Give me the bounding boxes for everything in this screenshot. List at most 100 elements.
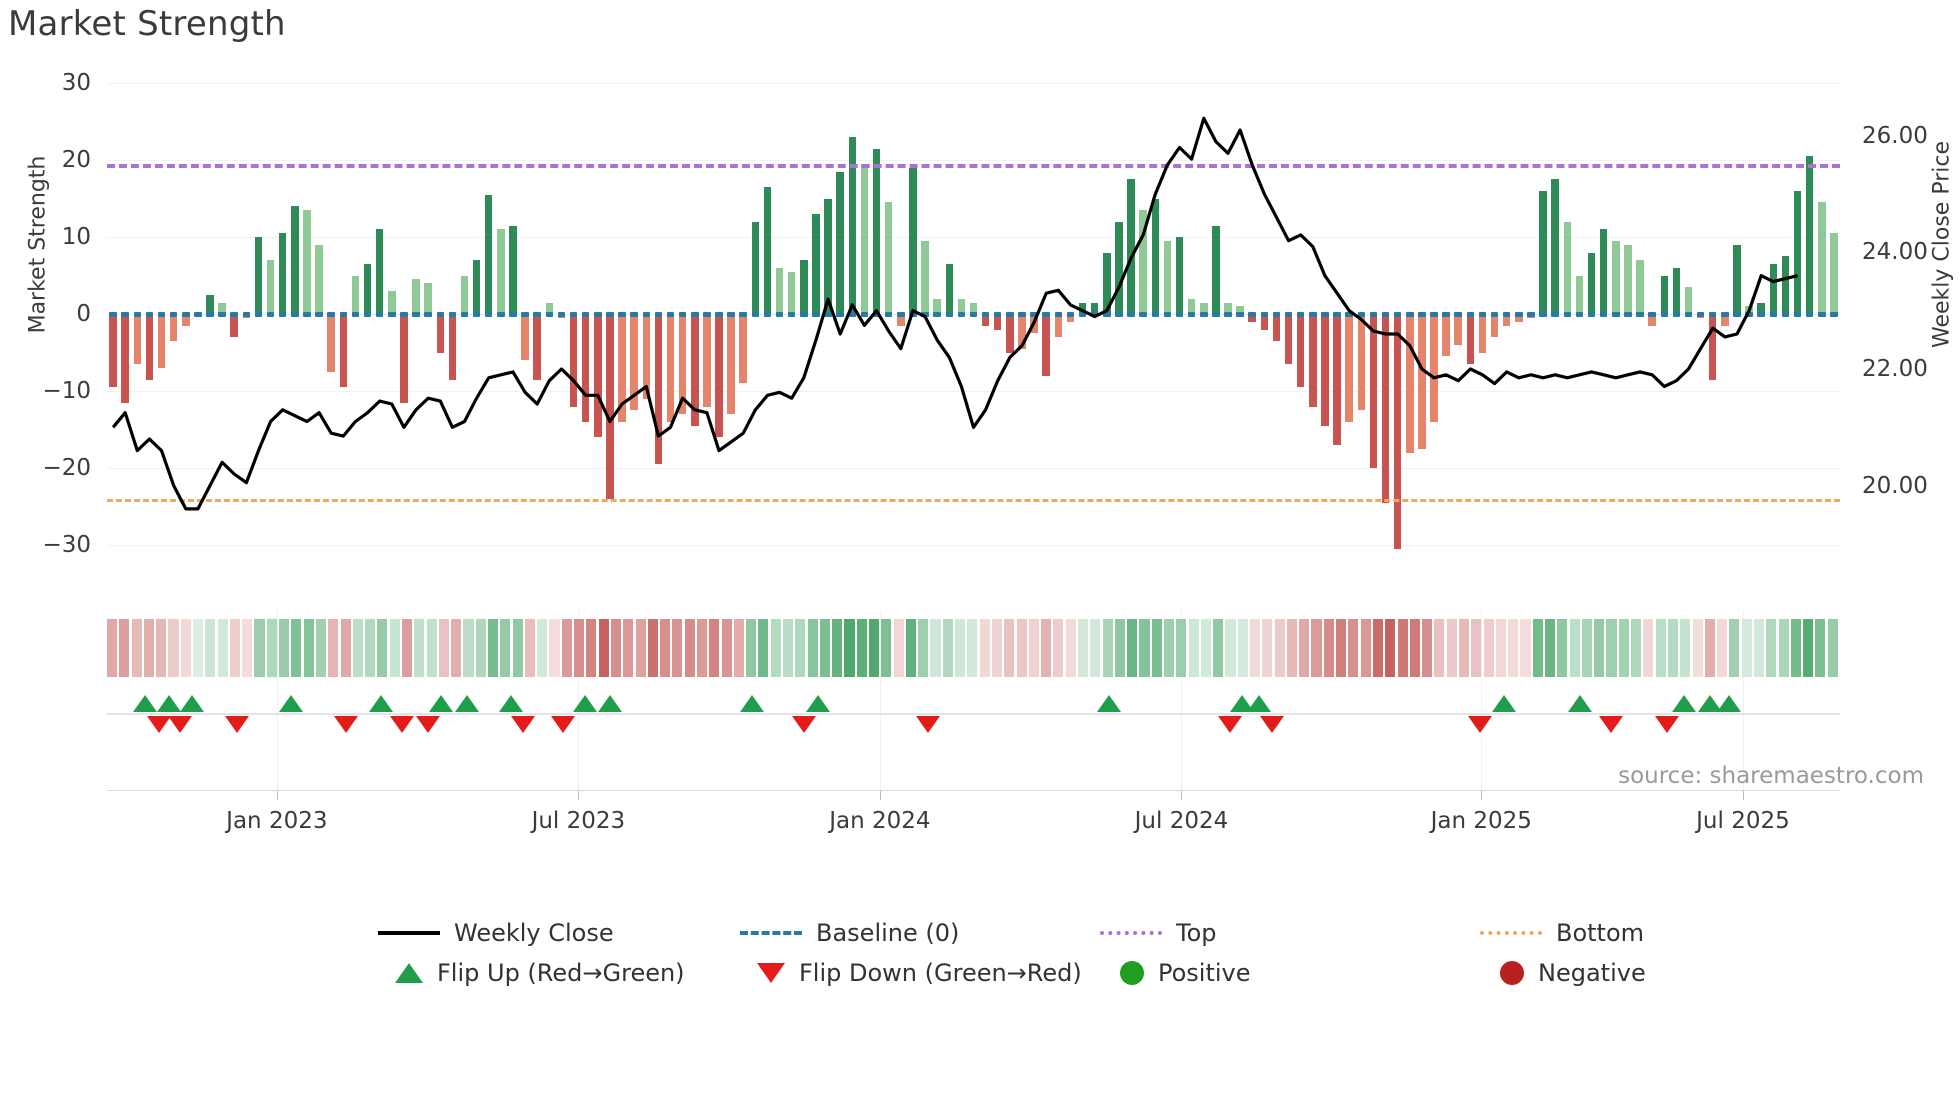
baseline-cap — [1333, 312, 1341, 318]
baseline-cap — [1030, 312, 1038, 318]
heatstrip-cell — [1336, 619, 1347, 677]
strength-bar — [182, 314, 190, 326]
flip-up-marker — [1096, 695, 1121, 712]
baseline-cap — [1696, 312, 1705, 318]
heatstrip-cell — [1176, 619, 1187, 677]
strength-bar — [1430, 314, 1438, 422]
heatstrip-cell — [1139, 619, 1150, 677]
chart-legend[interactable]: Weekly Close Baseline (0) Top Bottom Flip Up… — [0, 918, 1960, 1028]
heatstrip-cell — [229, 619, 240, 677]
strength-bar — [509, 225, 517, 315]
heatstrip-cell — [401, 619, 413, 677]
legend-item-top[interactable]: Top — [1100, 918, 1217, 948]
y-tick-left: −10 — [42, 378, 91, 405]
baseline-cap — [375, 312, 384, 318]
legend-item-weekly-close[interactable]: Weekly Close — [378, 918, 614, 948]
baseline-cap — [848, 312, 857, 318]
baseline-cap — [521, 312, 529, 318]
baseline-cap — [1406, 312, 1414, 318]
strength-bar — [1042, 314, 1050, 376]
strength-bar — [1406, 314, 1414, 453]
heatstrip-cell — [1237, 619, 1248, 677]
heatstrip-cell — [1225, 619, 1236, 677]
strength-bar — [145, 314, 154, 380]
heatstrip-cell — [1569, 619, 1580, 677]
baseline-cap — [1200, 312, 1208, 318]
y-tick-left: −20 — [42, 455, 91, 482]
strength-bar — [1139, 210, 1147, 315]
baseline-cap — [800, 312, 808, 318]
market-strength-plot[interactable] — [107, 60, 1840, 576]
strength-bar — [715, 314, 723, 438]
heatstrip-cell — [1348, 619, 1359, 677]
heatstrip-cell — [1028, 619, 1039, 677]
baseline-cap — [703, 312, 711, 318]
heatstrip-cell — [647, 619, 658, 677]
baseline-cap — [1345, 312, 1353, 318]
baseline-cap — [351, 312, 360, 318]
baseline-cap — [291, 312, 299, 318]
baseline-cap — [666, 312, 675, 318]
heatstrip-cell — [1704, 619, 1715, 677]
heatstrip-cell — [549, 619, 560, 677]
strength-bar — [375, 229, 384, 315]
strength-bar — [1357, 314, 1366, 411]
baseline-cap — [109, 312, 117, 318]
flip-up-marker — [597, 695, 622, 712]
flip-up-marker — [429, 695, 454, 712]
flip-up-marker — [805, 695, 830, 712]
baseline-cap — [121, 312, 129, 318]
strength-bar — [642, 314, 651, 399]
strength-bar — [545, 302, 554, 315]
weekly-close-polyline — [111, 116, 1798, 511]
legend-item-flip-up[interactable]: Flip Up (Red→Green) — [378, 958, 685, 988]
strength-bar — [327, 314, 335, 372]
baseline-cap — [1357, 312, 1366, 318]
strength-bar — [1224, 302, 1232, 315]
strength-bar — [1575, 275, 1584, 315]
heatstrip-cell — [1409, 619, 1420, 677]
heatstrip-cell — [967, 619, 978, 677]
baseline-cap — [1490, 312, 1499, 318]
strength-bar — [230, 314, 238, 338]
strength-bar — [1612, 240, 1620, 315]
flip-up-marker — [368, 695, 393, 712]
strength-bar — [897, 314, 905, 326]
baseline-cap — [884, 312, 893, 318]
baseline-cap — [1248, 312, 1256, 318]
x-tick-mark — [276, 791, 278, 800]
line-dashed-icon — [740, 931, 802, 935]
heatstrip-cell — [180, 619, 191, 677]
baseline-cap — [1175, 312, 1184, 318]
strength-bar — [388, 291, 396, 315]
weekly-close-line — [111, 116, 1798, 511]
heatstrip-cell — [328, 619, 339, 677]
strength-bar — [1454, 314, 1462, 345]
baseline-cap — [751, 312, 760, 318]
strength-bar — [1345, 314, 1353, 422]
x-tick-mark — [1742, 791, 1744, 800]
legend-item-flip-down[interactable]: Flip Down (Green→Red) — [740, 958, 1082, 988]
strength-bar — [448, 314, 457, 380]
legend-item-negative[interactable]: Negative — [1480, 958, 1646, 988]
baseline-cap — [606, 312, 614, 318]
strength-bar — [460, 275, 469, 315]
baseline-cap — [1624, 312, 1632, 318]
strength-bar — [1672, 267, 1681, 315]
strength-bar — [594, 314, 602, 438]
strength-bar — [945, 264, 953, 315]
baseline-cap — [981, 312, 990, 318]
heatstrip-cell — [660, 619, 671, 677]
baseline-cap — [1260, 312, 1269, 318]
heatstrip-cell — [1286, 619, 1297, 677]
baseline-cap — [787, 312, 796, 318]
legend-item-positive[interactable]: Positive — [1100, 958, 1251, 988]
heatstrip-cell — [1618, 619, 1629, 677]
legend-item-baseline[interactable]: Baseline (0) — [740, 918, 959, 948]
baseline-cap — [303, 312, 311, 318]
strength-bar — [800, 260, 808, 315]
gridline — [107, 160, 1840, 162]
baseline-cap — [921, 312, 929, 318]
legend-item-bottom[interactable]: Bottom — [1480, 918, 1644, 948]
heatstrip-cell — [1200, 619, 1211, 677]
